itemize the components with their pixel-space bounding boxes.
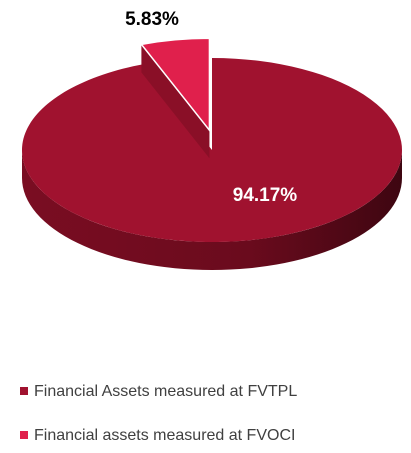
legend-marker [20,431,28,439]
pie-slice [21,58,403,243]
data-label: 5.83% [125,9,179,30]
data-label: 94.17% [233,185,298,206]
legend-label: Financial assets measured at FVOCI [34,427,295,444]
legend-label: Financial Assets measured at FVTPL [34,383,297,400]
pie-side [141,44,210,159]
legend-marker [20,387,28,395]
pie-side [22,150,402,270]
pie-slice [140,37,211,133]
